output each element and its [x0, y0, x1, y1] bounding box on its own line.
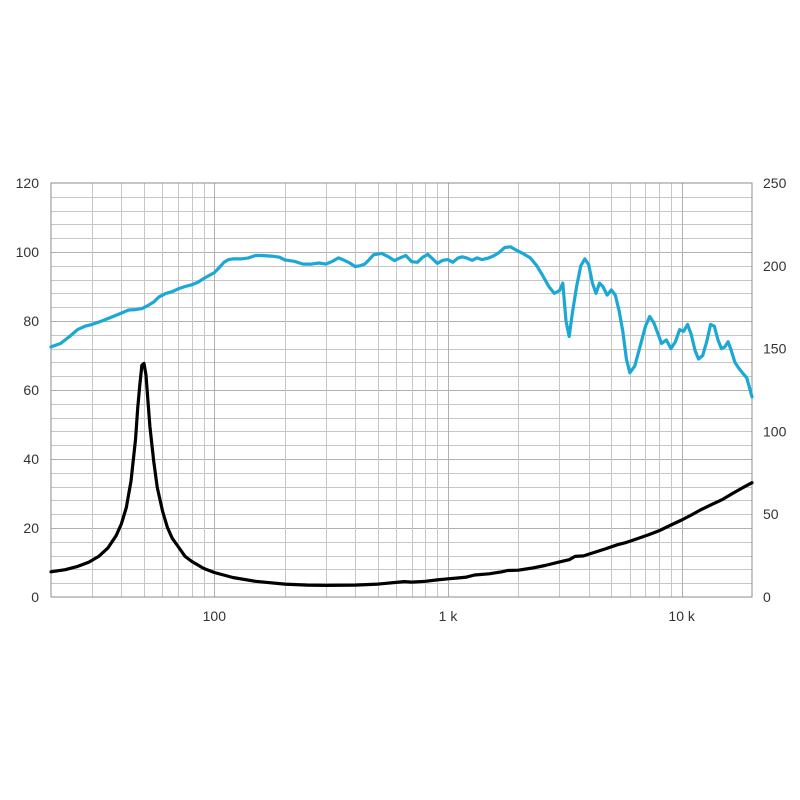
- x-tick-label: 10 k: [668, 608, 695, 624]
- spl-curve: [49, 245, 754, 399]
- tick-labels: 0 20 40 60 80 100 120 0 50 100 150 200 250 100 1 k 10 k: [16, 175, 787, 624]
- y-right-tick-label: 0: [763, 589, 771, 605]
- y-left-tick-label: 120: [16, 175, 40, 191]
- y-right-tick-label: 200: [763, 258, 787, 274]
- y-right-tick-label: 50: [763, 506, 779, 522]
- y-right-tick-label: 100: [763, 423, 787, 439]
- series-layer: [49, 245, 754, 587]
- y-right-tick-label: 150: [763, 341, 787, 357]
- y-left-tick-label: 100: [16, 244, 40, 260]
- x-tick-label: 100: [203, 608, 227, 624]
- y-left-tick-label: 20: [23, 520, 39, 536]
- x-tick-label: 1 k: [439, 608, 459, 624]
- y-left-tick-label: 60: [23, 382, 39, 398]
- plot-frame: [50, 182, 753, 598]
- impedance-curve: [49, 361, 754, 587]
- y-left-tick-label: 40: [23, 451, 39, 467]
- y-right-tick-label: 250: [763, 175, 787, 191]
- y-left-tick-label: 80: [23, 313, 39, 329]
- plot-grid: [51, 183, 752, 597]
- y-left-tick-label: 0: [31, 589, 39, 605]
